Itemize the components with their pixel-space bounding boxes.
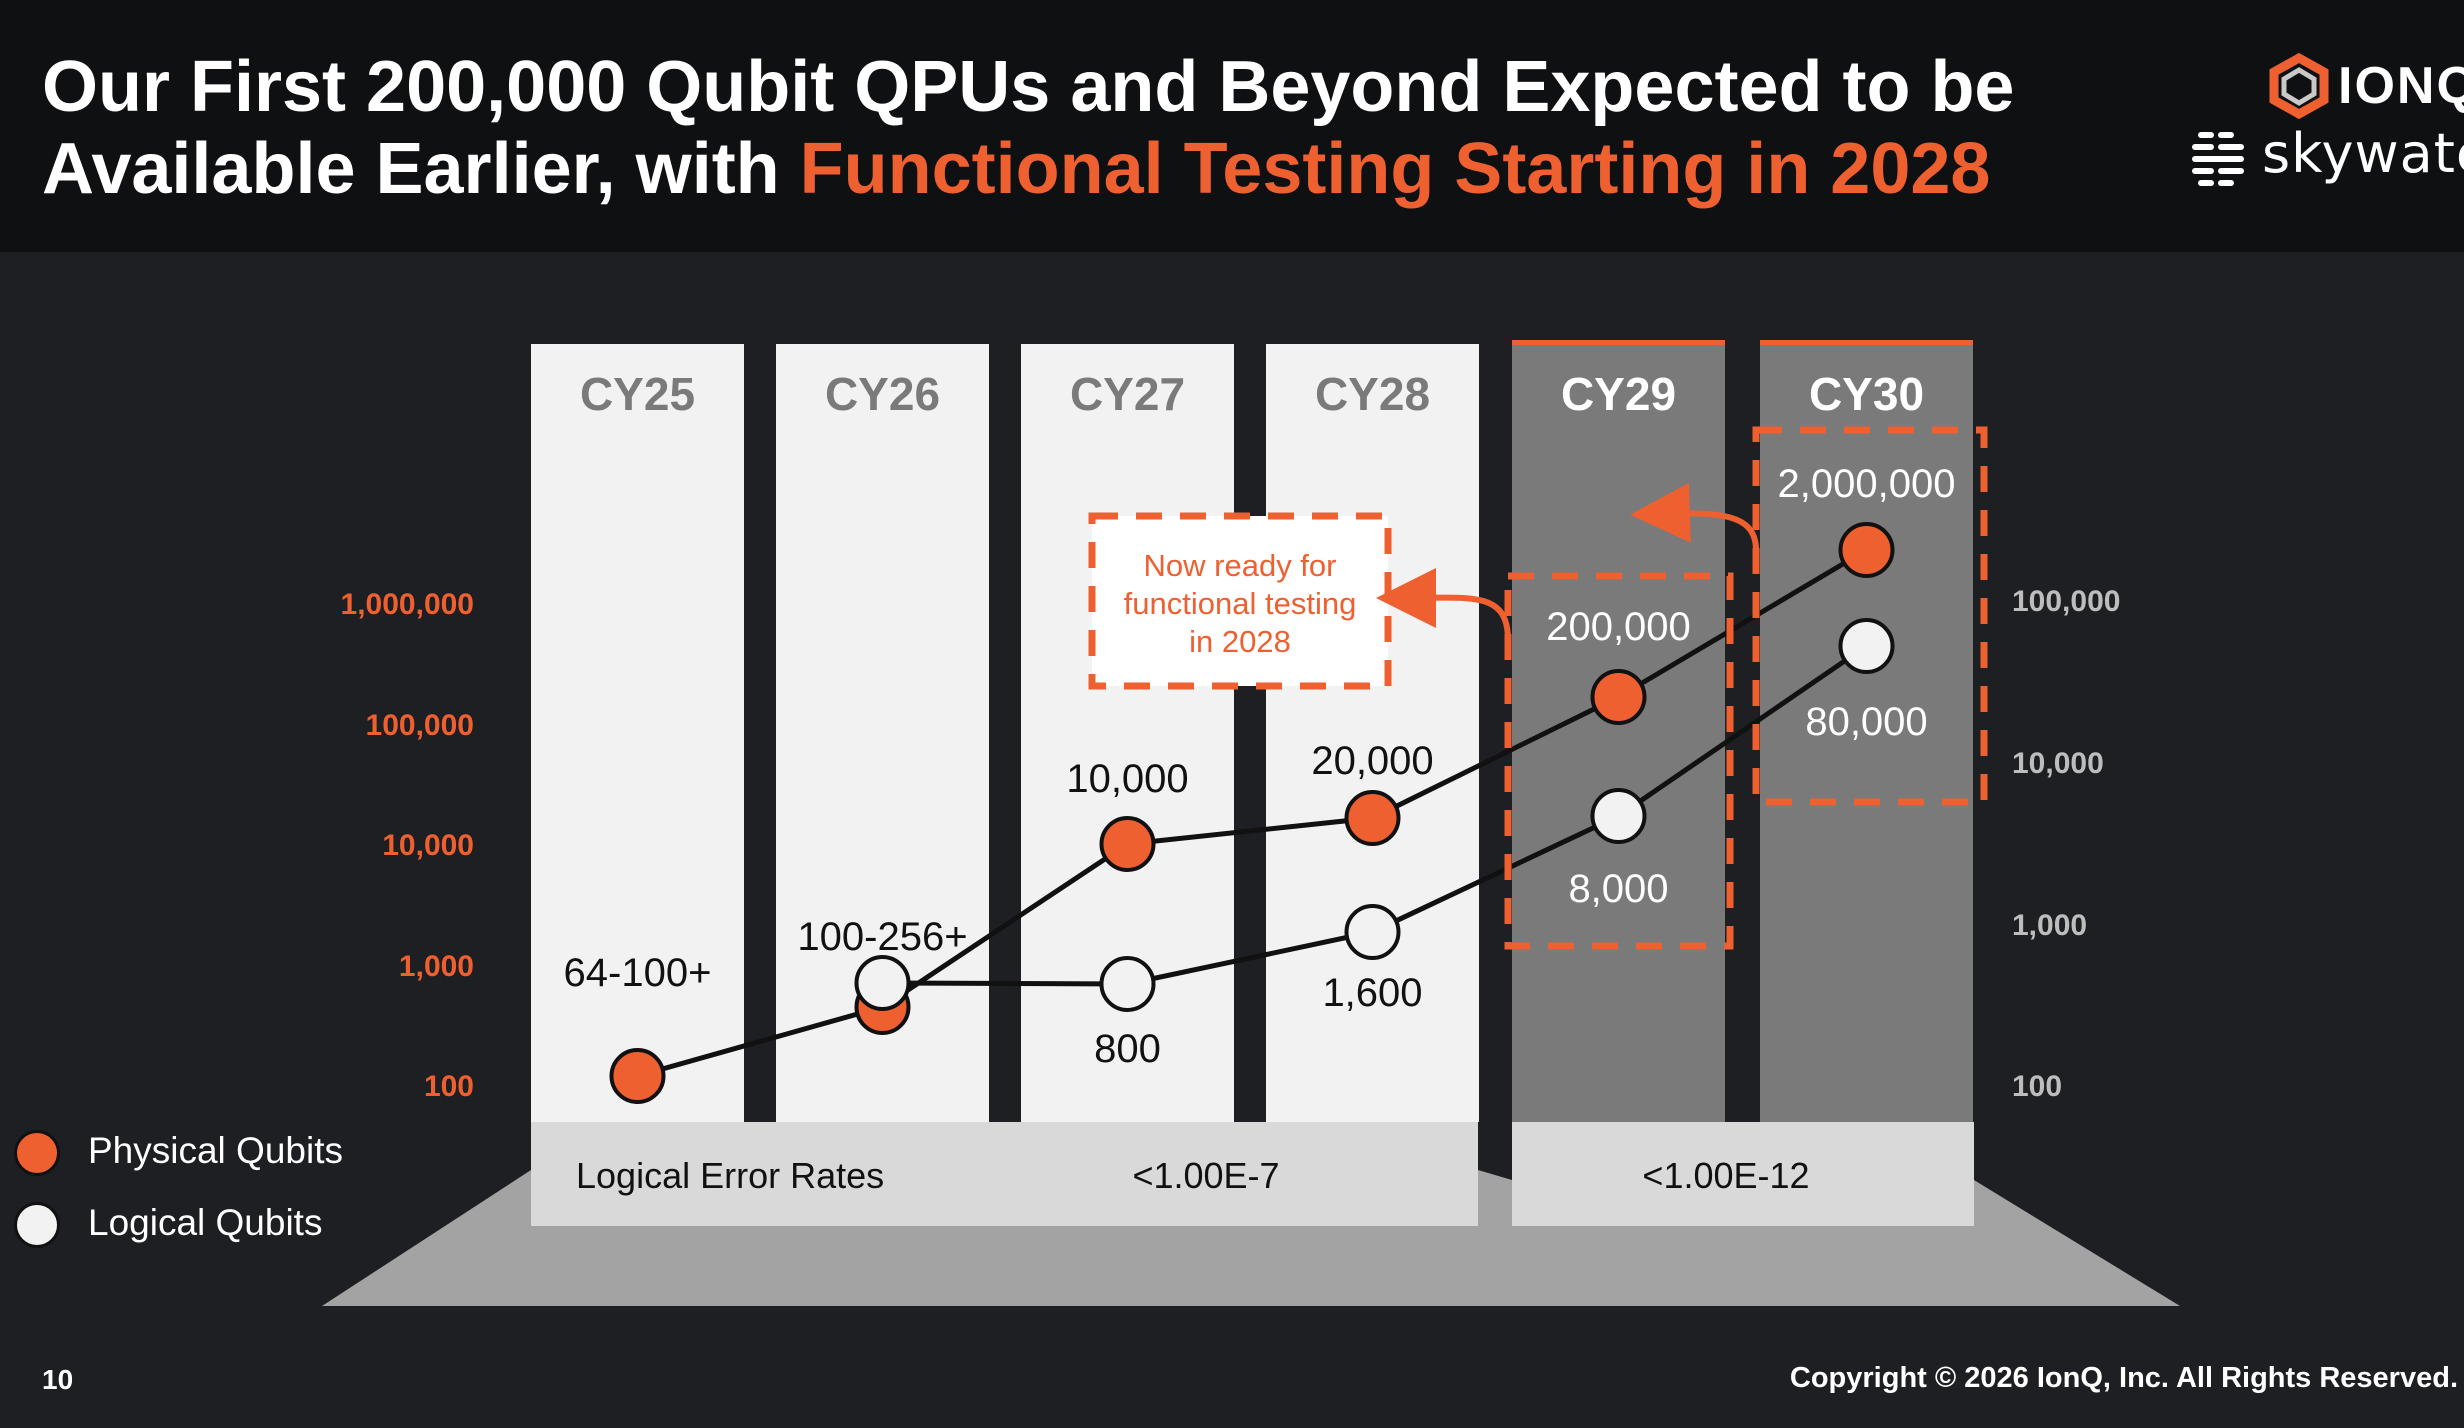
left-axis-tick: 100,000 [366,709,474,742]
annotation-text: in 2028 [1189,624,1291,659]
physical-qubit-label: 100-256+ [797,915,967,959]
legend-logical-label: Logical Qubits [88,1202,323,1243]
physical-qubit-point [609,1048,666,1104]
physical-qubit-label: 20,000 [1311,739,1433,783]
right-axis-tick: 10,000 [2012,747,2104,780]
legend-physical-label: Physical Qubits [88,1130,343,1171]
right-axis-tick: 100 [2012,1070,2062,1103]
error-band-group1 [531,1122,1478,1226]
category-label-cy30: CY30 [1809,368,1924,420]
title-line-1: Our First 200,000 Qubit QPUs and Beyond … [42,47,2015,127]
legend-logical-marker [14,1202,60,1248]
right-axis-tick: 1,000 [2012,909,2087,942]
right-axis-tick: 100,000 [2012,585,2120,618]
logical-qubit-label: 8,000 [1568,867,1668,911]
left-axis-tick: 10,000 [382,829,474,862]
physical-qubit-label: 64-100+ [564,951,712,995]
page-title: Our First 200,000 Qubit QPUs and Beyond … [42,46,2042,210]
highlight-box-cy30 [1752,426,1988,806]
copyright-notice: Copyright © 2026 IonQ, Inc. All Rights R… [1789,1362,2458,1394]
error-rate-group2: <1.00E-12 [1642,1155,1809,1196]
logical-qubit-label: 80,000 [1805,700,1927,744]
annotation-box [1088,512,1392,690]
column-top-accent-cy30 [1760,340,1973,345]
physical-qubit-label: 200,000 [1546,605,1691,649]
error-rate-title: Logical Error Rates [576,1155,884,1196]
column-cy30 [1760,344,1973,1122]
left-axis-tick: 100 [424,1070,474,1103]
title-line-2-prefix: Available Earlier, with [42,129,800,209]
column-cy25 [531,344,744,1122]
left-axis-tick: 1,000 [399,950,474,983]
logical-qubit-label: 1,600 [1322,971,1422,1015]
physical-qubit-point [1590,669,1647,725]
category-label-cy25: CY25 [580,368,695,420]
highlight-box-cy29 [1504,572,1734,950]
skywater-logo-text: skywater [2262,122,2464,185]
physical-qubit-label: 10,000 [1066,757,1188,801]
error-band-group2 [1512,1122,1974,1226]
title-line-2-accent: Functional Testing Starting in 2028 [799,129,1991,209]
category-label-cy28: CY28 [1315,368,1430,420]
column-top-accent-cy29 [1512,340,1725,345]
physical-qubits-line [636,547,1868,1079]
cy30-arrow [1630,482,1759,551]
logical-qubit-label: 800 [1094,1027,1161,1071]
logical-qubit-point [854,955,911,1011]
ionq-logo-text: IONQ [2338,57,2464,115]
legend-physical-marker [14,1130,60,1176]
annotation-text: functional testing [1124,586,1357,621]
left-axis-tick: 1,000,000 [341,588,474,621]
annotation-text: Now ready for [1144,548,1337,583]
logical-qubit-point [1099,956,1156,1012]
logical-qubit-point [1838,618,1895,674]
ionq-logo-icon [2269,52,2329,120]
physical-qubit-point [1838,522,1895,578]
column-cy28 [1266,344,1479,1122]
logical-qubit-point [1590,788,1647,844]
category-label-cy26: CY26 [825,368,940,420]
header-bar [0,0,2464,252]
title-line-2: Available Earlier, with Functional Testi… [42,128,2042,210]
category-label-cy27: CY27 [1070,368,1185,420]
physical-qubit-label: 2,000,000 [1778,462,1956,506]
physical-qubit-point [1344,790,1401,846]
annotation-arrow [1376,567,1511,641]
error-rate-group1: <1.00E-7 [1132,1155,1279,1196]
logical-qubit-point [1344,904,1401,960]
physical-qubit-point [1099,816,1156,872]
page-number: 10 [42,1364,74,1395]
category-label-cy29: CY29 [1561,368,1676,420]
skywater-logo-icon [2192,132,2244,186]
